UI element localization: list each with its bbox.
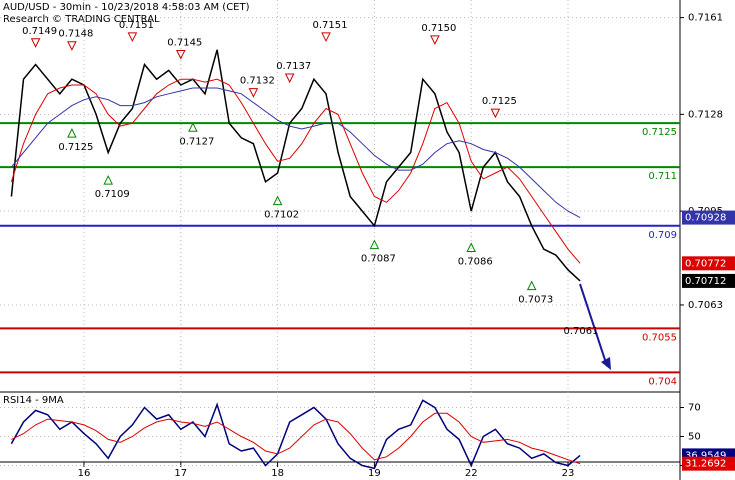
chart-title: AUD/USD - 30min - 10/23/2018 4:58:03 AM …	[3, 2, 250, 13]
last-value-label: 0.70928	[685, 213, 726, 224]
high-label: 0.7125	[482, 96, 517, 107]
high-label: 0.7148	[58, 29, 93, 40]
low-marker	[466, 242, 477, 253]
low-label: 0.7086	[458, 257, 493, 268]
last-value-label: 36.9549	[685, 450, 726, 461]
high-label: 0.7149	[22, 26, 57, 37]
low-marker	[526, 280, 537, 291]
high-label: 0.7132	[240, 76, 275, 87]
high-marker	[284, 73, 295, 84]
low-label: 0.7127	[179, 136, 214, 147]
high-label: 0.7145	[167, 38, 202, 49]
high-marker	[248, 88, 259, 98]
series-line	[10, 78, 581, 264]
high-label: 0.7151	[119, 20, 154, 31]
level-label: 0.704	[648, 376, 677, 387]
low-label: 0.7125	[58, 142, 93, 153]
high-marker	[127, 32, 138, 43]
arrow-head	[601, 357, 611, 370]
last-value-label: 0.70772	[685, 258, 726, 269]
target-label: 0.7061	[564, 326, 599, 337]
series-line	[11, 412, 581, 465]
x-tick-label: 18	[271, 468, 284, 479]
low-label: 0.7109	[95, 189, 130, 200]
high-label: 0.7151	[313, 20, 348, 31]
rsi-title: RSI14 - 9MA	[3, 395, 64, 406]
high-marker	[30, 38, 41, 48]
y-tick-label: 0.7161	[688, 13, 723, 24]
y-tick-label: 0.7063	[688, 300, 723, 311]
low-marker	[272, 195, 283, 206]
y-tick-label: 50	[688, 432, 701, 443]
high-label: 0.7137	[276, 61, 311, 72]
last-value-label: 0.70712	[685, 276, 726, 287]
x-tick-label: 22	[465, 468, 478, 479]
high-marker	[175, 50, 186, 60]
forecast-arrow	[579, 283, 608, 367]
x-tick-label: 16	[78, 468, 91, 479]
low-label: 0.7073	[518, 295, 553, 306]
series-line	[10, 49, 581, 282]
series-line	[10, 399, 581, 470]
level-label: 0.7055	[642, 332, 677, 343]
low-marker	[103, 174, 114, 185]
y-tick-label: 0.7128	[688, 109, 723, 120]
high-marker	[490, 108, 501, 119]
low-label: 0.7102	[264, 210, 299, 221]
low-marker	[67, 128, 77, 138]
last-value-box	[682, 210, 735, 225]
y-tick-label: 70	[688, 403, 701, 414]
last-value-label: 31.2692	[685, 459, 726, 470]
series-line	[11, 87, 581, 219]
x-tick-label: 19	[368, 468, 381, 479]
level-label: 0.7125	[642, 127, 677, 138]
chart-subtitle: Research © TRADING CENTRAL	[3, 14, 160, 25]
x-tick-label: 23	[562, 468, 575, 479]
high-marker	[430, 35, 440, 45]
x-tick-label: 17	[174, 468, 187, 479]
level-label: 0.711	[648, 171, 677, 182]
low-marker	[369, 239, 380, 250]
last-value-box	[682, 273, 735, 288]
low-label: 0.7087	[361, 254, 396, 265]
level-label: 0.709	[648, 230, 677, 241]
high-label: 0.7150	[421, 23, 456, 34]
high-marker	[67, 41, 77, 51]
high-marker	[321, 32, 331, 43]
last-value-box	[682, 256, 735, 271]
low-marker	[188, 122, 198, 132]
last-value-box	[682, 456, 735, 471]
